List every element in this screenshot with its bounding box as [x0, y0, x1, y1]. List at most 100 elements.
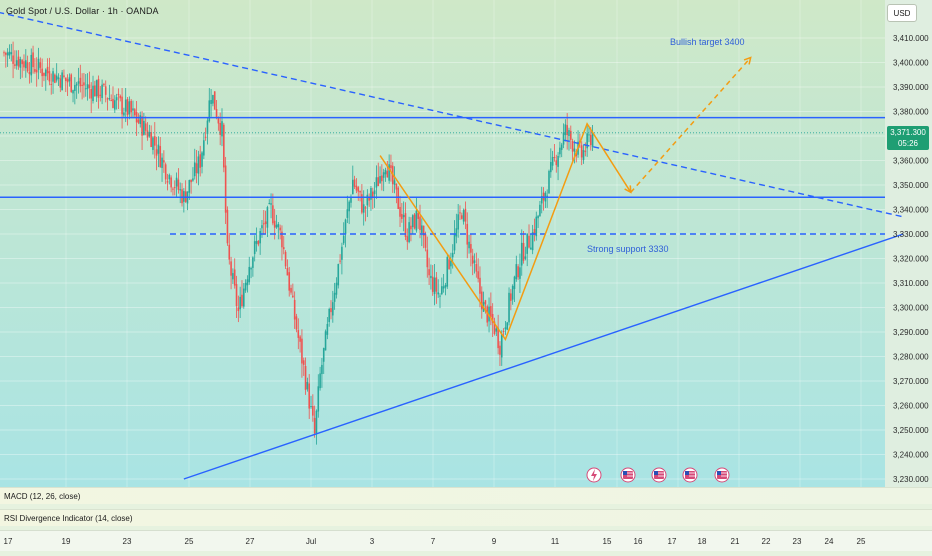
candle-body — [239, 296, 241, 310]
candle-body — [268, 203, 271, 205]
candle-body — [297, 330, 300, 338]
candle-body — [68, 77, 71, 82]
candle-body — [193, 162, 196, 177]
candle-body — [30, 54, 33, 76]
symbol-title[interactable]: Gold Spot / U.S. Dollar · 1h · OANDA — [6, 6, 159, 16]
candle-body — [415, 210, 418, 231]
macd-label[interactable]: MACD (12, 26, close) — [4, 491, 81, 501]
candle-body — [319, 373, 321, 389]
candle-body — [353, 179, 356, 187]
candle-body — [444, 285, 447, 288]
candle-body — [568, 130, 570, 137]
candle-body — [290, 287, 292, 293]
candle-body — [159, 146, 162, 168]
candle-body — [237, 307, 240, 312]
candle-body — [419, 216, 421, 231]
candle-body — [143, 120, 145, 135]
candle-body — [410, 225, 412, 230]
price-axis[interactable]: 3,410.000 3,400.000 3,390.000 3,380.000 3,37… — [893, 34, 929, 484]
candle-body — [163, 160, 165, 163]
time-tick-label: 24 — [825, 537, 834, 546]
candle-body — [146, 130, 149, 138]
candle-body — [88, 84, 91, 89]
drawings[interactable] — [0, 1, 904, 480]
candle-body — [255, 240, 258, 244]
rsi-pane[interactable]: RSI Divergence Indicator (14, close) — [0, 509, 885, 526]
candle-body — [480, 291, 483, 310]
time-axis[interactable]: 17 19 23 25 27 Jul 3 7 9 11 15 16 17 18 21 22 23 24 25 — [0, 530, 932, 551]
candle-body — [426, 249, 429, 268]
us-flag-icon[interactable] — [682, 467, 698, 483]
candle-body — [201, 152, 203, 167]
candle-body — [52, 71, 54, 82]
candle-body — [422, 225, 425, 236]
candle-body — [23, 61, 25, 68]
candle-body — [92, 85, 94, 102]
candle-body — [533, 229, 536, 235]
candle-body — [557, 155, 559, 167]
candle-body — [139, 115, 142, 124]
candle-body — [540, 195, 543, 204]
candle-body — [537, 215, 539, 219]
candle-body — [144, 123, 147, 131]
rsi-label[interactable]: RSI Divergence Indicator (14, close) — [4, 513, 133, 523]
us-flag-icon[interactable] — [620, 467, 636, 483]
us-flag-icon[interactable] — [714, 467, 730, 483]
us-flag-icon[interactable] — [651, 467, 667, 483]
projection-path[interactable] — [630, 57, 752, 193]
candle-body — [232, 273, 234, 280]
price-tick-label: 3,230.000 — [893, 475, 929, 484]
macd-pane[interactable]: MACD (12, 26, close) — [0, 487, 885, 504]
candle-body — [502, 330, 505, 332]
candle-body — [273, 220, 276, 228]
price-tick-label: 3,350.000 — [893, 181, 929, 190]
candle-body — [221, 121, 223, 137]
pattern-path[interactable] — [379, 122, 632, 342]
candle-body — [321, 364, 323, 375]
candle-body — [553, 156, 556, 158]
candle-body — [181, 189, 183, 204]
candle-body — [580, 145, 583, 158]
time-tick-label: 21 — [731, 537, 740, 546]
candle-body — [164, 164, 167, 180]
lightning-event-icon[interactable] — [586, 467, 602, 483]
candle-body — [124, 99, 127, 112]
candle-body — [304, 365, 307, 390]
candle-body — [59, 78, 62, 88]
candle-body — [95, 80, 98, 97]
candle-body — [172, 188, 174, 190]
candle-body — [339, 260, 341, 262]
candle-body — [203, 140, 205, 156]
last-price-value: 3,371.300 — [890, 128, 926, 137]
event-icons[interactable] — [586, 467, 730, 483]
candle-body — [559, 147, 561, 155]
candle-body — [72, 90, 74, 94]
descending-resistance-line[interactable] — [0, 1, 904, 218]
time-axis-labels: 17 19 23 25 27 Jul 3 7 9 11 15 16 17 18 21 22 23 24 25 — [4, 537, 866, 546]
candle-body — [491, 313, 494, 323]
candle-body — [441, 286, 443, 295]
candle-body — [286, 268, 289, 276]
currency-button[interactable]: USD — [887, 4, 917, 22]
candle-body — [173, 187, 176, 189]
candle-body — [315, 410, 318, 434]
ascending-support-line[interactable] — [183, 233, 904, 480]
candle-body — [219, 122, 221, 135]
candle-body — [119, 95, 122, 99]
candle-body — [39, 62, 42, 68]
candle-body — [404, 213, 407, 237]
candle-body — [226, 209, 229, 244]
candle-body — [41, 68, 43, 77]
candle-body — [148, 132, 151, 137]
candle-body — [90, 89, 92, 99]
price-tick-label: 3,310.000 — [893, 279, 929, 288]
candle-body — [566, 125, 568, 136]
candle-body — [384, 169, 387, 175]
candle-body — [130, 100, 132, 113]
candle-body — [335, 282, 338, 295]
candle-body — [397, 187, 400, 209]
grid — [0, 37, 885, 480]
candle-body — [252, 257, 254, 268]
